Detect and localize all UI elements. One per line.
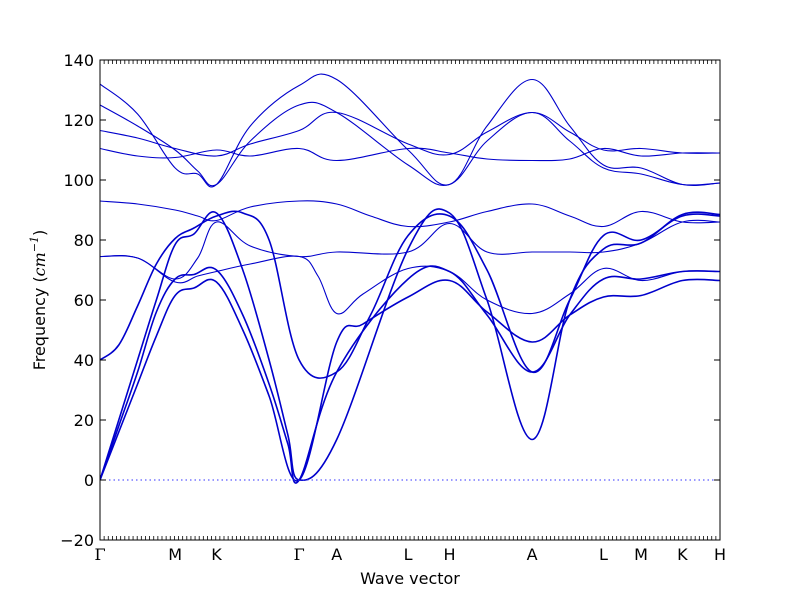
y-tick-label: 140: [63, 51, 94, 70]
y-axis-label-prefix: Frequency (: [30, 276, 49, 370]
phonon-branch-2: [100, 265, 720, 484]
phonon-branch-1: [100, 208, 720, 481]
phonon-branch-10: [100, 111, 720, 157]
x-tick-label: K: [211, 545, 222, 564]
x-tick-label: M: [634, 545, 648, 564]
y-tick-label: 60: [74, 291, 94, 310]
phonon-branch-5: [100, 255, 720, 315]
phonon-branch-4: [100, 210, 720, 379]
y-tick-label: 20: [74, 411, 94, 430]
phonon-branch-8: [100, 73, 720, 188]
phonon-branch-11: [100, 147, 720, 162]
y-ticks: −20 0 20 40 60 80 100 120 140: [60, 51, 720, 550]
x-tick-label: H: [443, 545, 455, 564]
x-tick-label: A: [331, 545, 342, 564]
x-tick-label: M: [168, 545, 182, 564]
phonon-branch-6: [100, 219, 720, 280]
x-tick-label: Γ: [94, 545, 105, 564]
phonon-branch-3: [100, 278, 720, 482]
y-tick-label: 100: [63, 171, 94, 190]
y-tick-label: 120: [63, 111, 94, 130]
y-axis-label-suffix: ): [30, 230, 49, 236]
y-tick-label: 0: [84, 471, 94, 490]
x-tick-label: A: [527, 545, 538, 564]
y-axis-label: Frequency (cm−1): [28, 230, 49, 371]
x-axis-label: Wave vector: [360, 569, 460, 588]
y-axis-label-unit-exp: −1: [28, 236, 41, 252]
phonon-branch-9: [100, 101, 720, 187]
y-tick-label: 80: [74, 231, 94, 250]
y-axis-label-unit-base: cm: [30, 252, 49, 276]
x-tick-label: L: [599, 545, 608, 564]
y-tick-label: 40: [74, 351, 94, 370]
x-tick-label: Γ: [294, 545, 305, 564]
x-tick-label: K: [677, 545, 688, 564]
x-tick-label: L: [404, 545, 413, 564]
phonon-branch-7: [100, 200, 720, 228]
plot-frame: [99, 59, 721, 541]
x-tick-label: H: [714, 545, 726, 564]
series-layer: [100, 73, 720, 484]
y-tick-label: −20: [60, 531, 94, 550]
